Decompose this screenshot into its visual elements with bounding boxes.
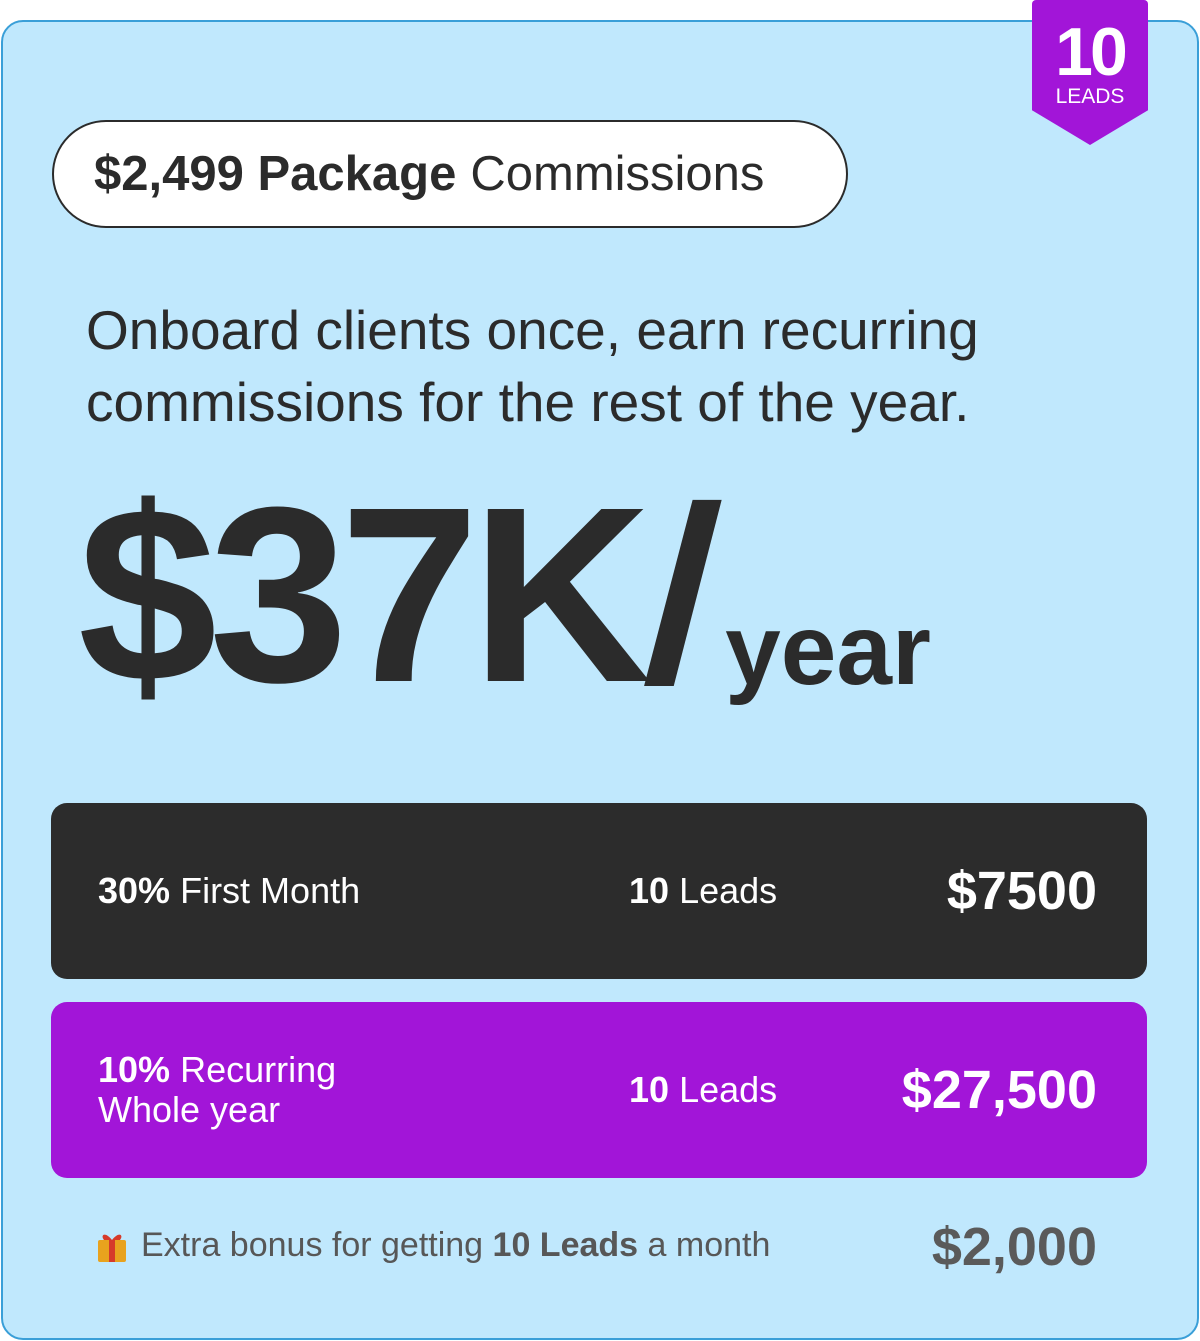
leads-number: 10 <box>629 1069 670 1110</box>
headline-slash: / <box>637 455 727 734</box>
gift-icon <box>95 1229 129 1263</box>
badge-label: LEADS <box>1055 85 1125 108</box>
row-desc: First Month <box>180 870 361 911</box>
row-description: 30% First Month <box>98 871 360 911</box>
headline: $37K / year <box>78 455 931 734</box>
leads-label: Leads <box>679 1069 778 1110</box>
package-title: $2,499 Package Commissions <box>52 120 848 228</box>
row-description: 10% Recurring Whole year <box>98 1050 336 1130</box>
package-suffix: Commissions <box>470 147 765 201</box>
row-desc-line2: Whole year <box>98 1089 281 1130</box>
leads-badge: 10 LEADS <box>1032 0 1148 145</box>
bonus-bold: 10 Leads <box>492 1226 639 1264</box>
row-leads: 10 Leads <box>629 1069 777 1111</box>
headline-period: year <box>725 594 931 706</box>
first-month-row: 30% First Month 10 Leads $7500 <box>51 803 1147 979</box>
row-value: $27,500 <box>901 1060 1097 1120</box>
tagline: Onboard clients once, earn recurring com… <box>86 299 979 433</box>
bonus-value: $2,000 <box>931 1217 1097 1277</box>
leads-label: Leads <box>679 870 778 911</box>
badge-number: 10 <box>1055 14 1128 90</box>
row-desc: Recurring <box>180 1049 337 1090</box>
recurring-row: 10% Recurring Whole year 10 Leads $27,500 <box>51 1002 1147 1178</box>
leads-number: 10 <box>629 870 670 911</box>
row-percent: 30% <box>98 870 171 911</box>
bonus-text: Extra bonus for getting 10 Leads a month <box>95 1226 770 1265</box>
bonus-post: a month <box>647 1226 771 1264</box>
row-percent: 10% <box>98 1049 171 1090</box>
package-price: $2,499 Package <box>94 147 457 201</box>
row-leads: 10 Leads <box>629 870 777 912</box>
headline-amount: $37K <box>78 455 652 734</box>
bonus-pre: Extra bonus for getting <box>141 1226 484 1264</box>
row-value: $7500 <box>946 861 1097 921</box>
